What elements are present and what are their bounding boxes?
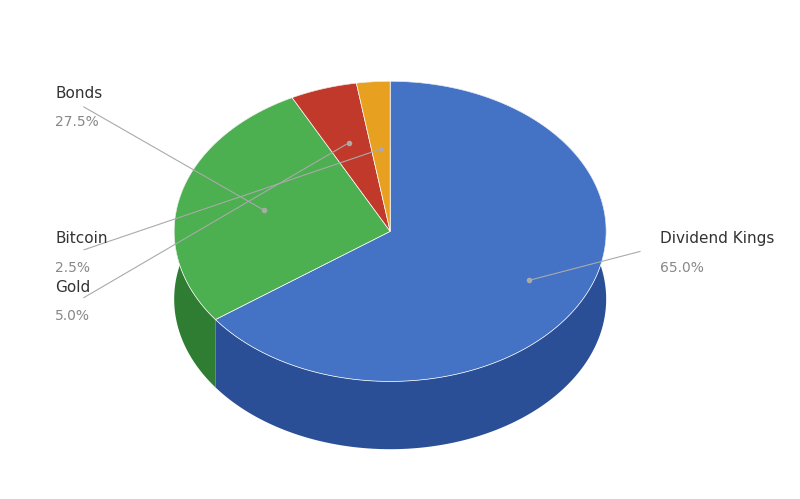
Text: Bonds: Bonds [55,86,102,101]
Text: 5.0%: 5.0% [55,309,90,323]
Polygon shape [215,81,606,449]
Polygon shape [356,81,390,151]
Text: Gold: Gold [55,279,90,294]
Polygon shape [174,98,390,319]
Text: Dividend Kings: Dividend Kings [660,231,774,246]
Text: Bitcoin: Bitcoin [55,231,108,246]
Text: 65.0%: 65.0% [660,260,704,274]
Text: 2.5%: 2.5% [55,260,90,274]
Polygon shape [356,81,390,232]
Polygon shape [174,98,292,387]
Polygon shape [292,83,356,165]
Polygon shape [292,83,390,232]
Text: 27.5%: 27.5% [55,115,99,129]
Polygon shape [215,81,606,381]
